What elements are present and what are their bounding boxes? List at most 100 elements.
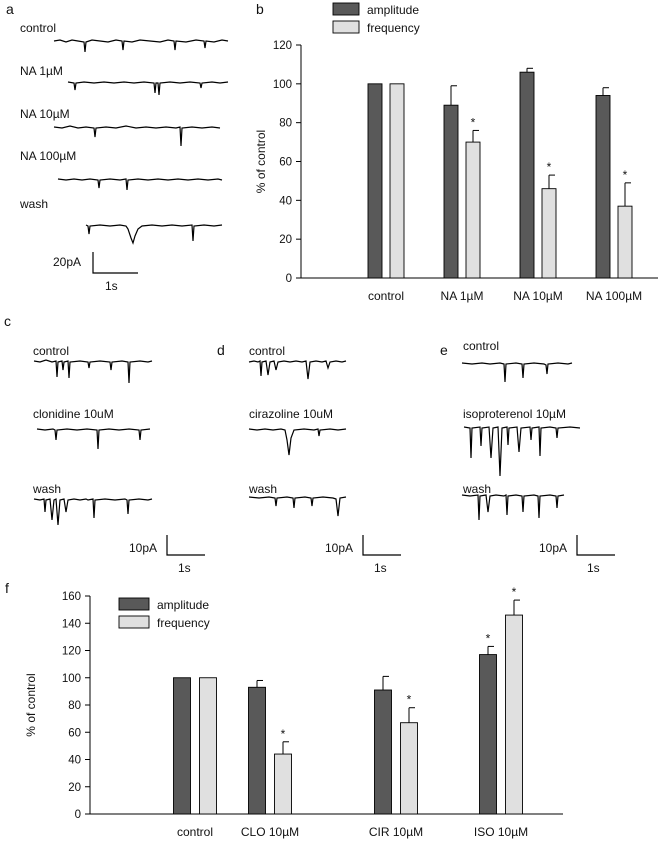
trace-cirazoline	[248, 428, 347, 456]
scalebar-d-time: 1s	[374, 561, 387, 575]
trace-label-c-wash: wash	[32, 482, 61, 496]
trace-label-e-control: control	[463, 339, 499, 353]
panel-letter-c: c	[4, 313, 11, 329]
scalebar-c-amplitude: 10pA	[129, 541, 157, 555]
significance-star: *	[547, 160, 552, 174]
panel-e: e control isoproterenol 10µM wash 10pA 1…	[440, 339, 615, 575]
significance-star: *	[623, 168, 628, 182]
scalebar-d-amplitude: 10pA	[325, 541, 353, 555]
x-tick-label-iso-10-m: ISO 10µM	[474, 825, 528, 839]
significance-star: *	[471, 115, 476, 129]
trace-e-control	[461, 362, 573, 383]
y-tick-label: 100	[62, 673, 81, 685]
legend-label-amplitude: amplitude	[157, 598, 209, 612]
trace-wash	[85, 224, 223, 245]
y-tick-label: 160	[62, 591, 81, 603]
scalebar-e-amplitude: 10pA	[539, 541, 567, 555]
trace-label-e-wash: wash	[462, 482, 491, 496]
significance-star: *	[407, 693, 412, 707]
bar-amplitude-iso-10-m	[479, 654, 497, 815]
panel-letter-b: b	[256, 1, 264, 17]
bar-amplitude-na-1-m	[443, 104, 459, 279]
panel-letter-d: d	[217, 342, 225, 358]
bar-frequency-na-10-m	[541, 188, 557, 279]
x-tick-label-na-100-m: NA 100µM	[586, 289, 642, 303]
legend-swatch-frequency	[118, 615, 150, 629]
y-tick-label: 60	[68, 727, 81, 739]
scalebar-c-time: 1s	[178, 561, 191, 575]
bar-amplitude-na-100-m	[595, 95, 611, 279]
x-tick-label-control: control	[368, 289, 404, 303]
scalebar-a	[92, 252, 138, 274]
chart-b: 0 20 40 60 80 100 120 % of control control * NA 1µ…	[254, 2, 658, 303]
legend-swatch-amplitude	[118, 597, 150, 611]
y-tick-label: 100	[273, 79, 292, 91]
legend-label-amplitude: amplitude	[367, 3, 419, 17]
bar-frequency-na-1-m	[465, 141, 481, 279]
y-tick-label: 60	[279, 157, 292, 169]
x-tick-label-na-10-m: NA 10µM	[513, 289, 563, 303]
trace-label-c-control: control	[33, 344, 69, 358]
trace-label-clonidine: clonidine 10uM	[33, 407, 114, 421]
y-axis-label: % of control	[254, 130, 268, 193]
y-tick-label: 40	[68, 755, 81, 767]
significance-star: *	[281, 727, 286, 741]
trace-clonidine	[36, 428, 151, 450]
scalebar-e-time: 1s	[587, 561, 600, 575]
scalebar-a-time: 1s	[105, 279, 118, 293]
trace-label-na-10um: NA 10µM	[20, 107, 70, 121]
bar-frequency-iso-10-m	[505, 614, 523, 815]
trace-label-na-100um: NA 100µM	[20, 149, 76, 163]
y-tick-label: 20	[279, 234, 292, 246]
panel-letter-e: e	[440, 342, 448, 358]
trace-label-d-control: control	[249, 344, 285, 358]
y-tick-label: 40	[279, 195, 292, 207]
scalebar-d	[362, 535, 401, 556]
bar-amplitude-na-10-m	[519, 71, 535, 279]
y-axis-label: % of control	[24, 673, 38, 736]
trace-control	[53, 39, 229, 53]
trace-label-na-1um: NA 1µM	[20, 64, 63, 78]
bar-amplitude-control	[173, 677, 191, 815]
bar-frequency-na-100-m	[617, 205, 633, 279]
x-tick-label-clo-10-m: CLO 10µM	[241, 825, 299, 839]
trace-c-control	[33, 359, 153, 384]
trace-label-control: control	[20, 21, 56, 35]
bar-amplitude-cir-10-m	[374, 689, 392, 815]
y-tick-label: 140	[62, 618, 81, 630]
y-tick-label: 80	[68, 700, 81, 712]
panel-letter-f: f	[5, 580, 9, 596]
bar-frequency-clo-10-m	[274, 753, 292, 815]
scalebar-a-amplitude: 20pA	[53, 255, 81, 269]
panel-c: c control clonidine 10uM wash 10pA 1s	[4, 313, 205, 575]
significance-star: *	[512, 585, 517, 599]
trace-d-control	[248, 360, 347, 380]
trace-na-1um	[67, 81, 229, 96]
trace-na-10um	[53, 125, 221, 147]
trace-isoproterenol	[463, 426, 581, 477]
panel-f: f 0 20 40 60 80 100 120 140 160 % of control contr…	[5, 580, 563, 839]
scalebar-e	[576, 535, 615, 556]
trace-na-100um	[57, 178, 223, 191]
bar-frequency-control	[199, 677, 217, 815]
significance-star: *	[486, 631, 491, 645]
x-tick-label-cir-10-m: CIR 10µM	[369, 825, 423, 839]
panel-d: d control cirazoline 10uM wash 10pA 1s	[217, 342, 401, 575]
bar-frequency-control	[389, 83, 405, 279]
legend-label-frequency: frequency	[157, 616, 210, 630]
trace-c-wash	[33, 498, 153, 526]
trace-label-cirazoline: cirazoline 10uM	[249, 407, 333, 421]
y-tick-label: 120	[273, 40, 292, 52]
legend-label-frequency: frequency	[367, 21, 420, 35]
x-tick-label-na-1-m: NA 1µM	[441, 289, 484, 303]
bar-amplitude-clo-10-m	[248, 686, 266, 815]
panel-a: a control NA 1µM NA 10µM NA 100µM wash 2…	[6, 1, 229, 293]
trace-label-wash: wash	[19, 197, 48, 211]
bar-amplitude-control	[367, 83, 383, 279]
y-tick-label: 120	[62, 646, 81, 658]
chart-f: 0 20 40 60 80 100 120 140 160 % of control control…	[24, 585, 563, 839]
trace-e-wash	[461, 494, 565, 521]
y-tick-label: 0	[75, 809, 81, 821]
y-tick-label: 0	[286, 273, 292, 285]
